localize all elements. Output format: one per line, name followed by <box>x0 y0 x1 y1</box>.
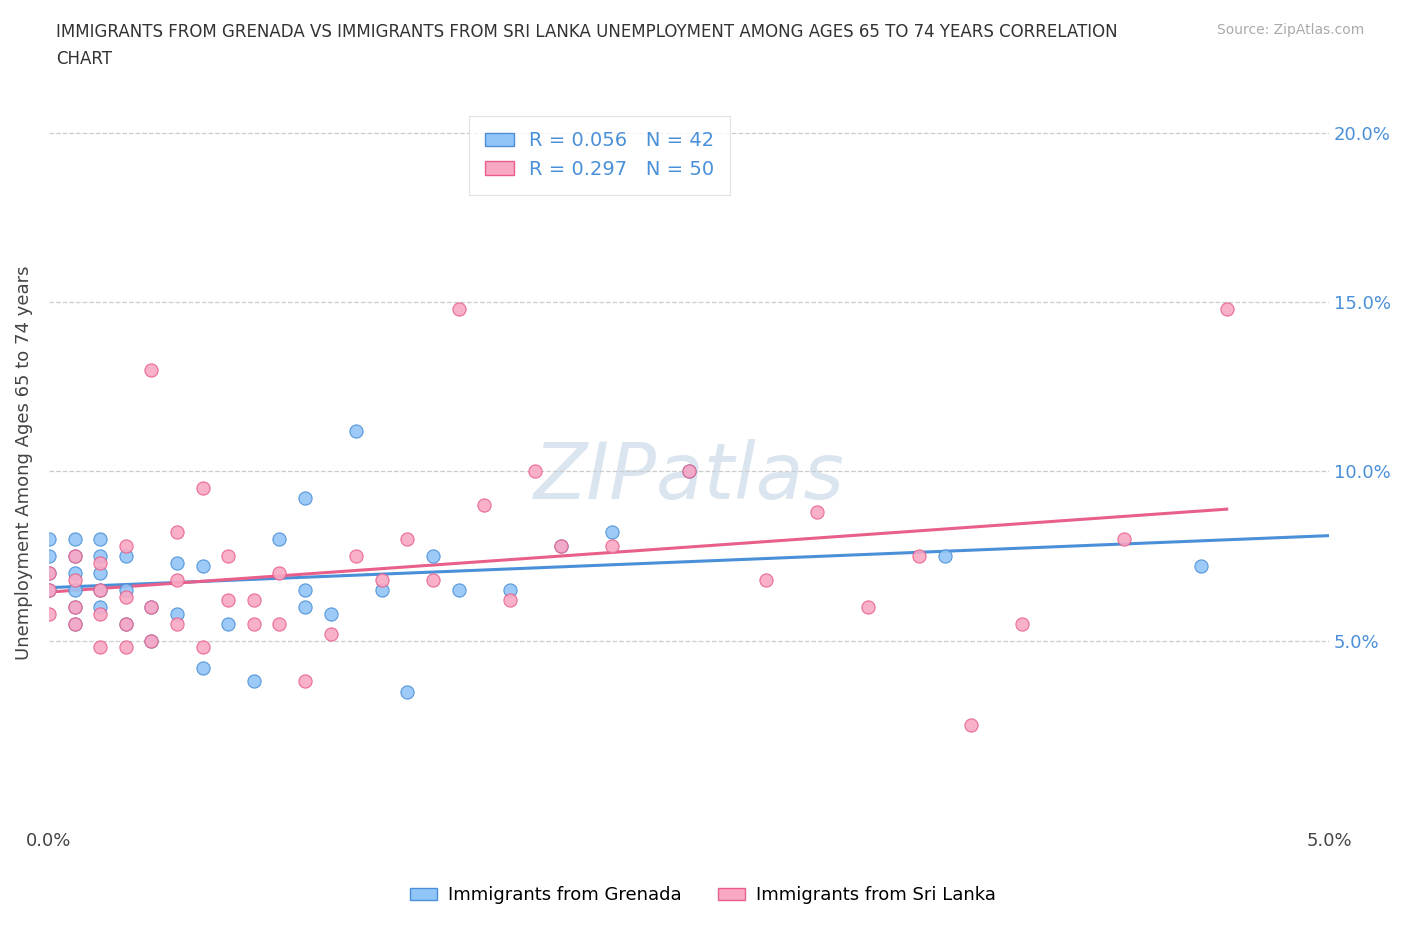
Point <box>166 525 188 539</box>
Point <box>344 423 367 438</box>
Point <box>600 538 623 553</box>
Point <box>243 617 266 631</box>
Point <box>63 617 86 631</box>
Point <box>550 538 572 553</box>
Point <box>191 481 214 496</box>
Point <box>191 660 214 675</box>
Point <box>422 572 444 587</box>
Point <box>114 617 136 631</box>
Point <box>217 617 239 631</box>
Point <box>499 582 522 597</box>
Point <box>499 592 522 607</box>
Point <box>755 572 778 587</box>
Text: Source: ZipAtlas.com: Source: ZipAtlas.com <box>1216 23 1364 37</box>
Point <box>114 549 136 564</box>
Point <box>396 532 419 547</box>
Text: ZIPatlas: ZIPatlas <box>534 440 845 515</box>
Point <box>89 555 111 570</box>
Point <box>63 565 86 580</box>
Point <box>38 606 60 621</box>
Text: IMMIGRANTS FROM GRENADA VS IMMIGRANTS FROM SRI LANKA UNEMPLOYMENT AMONG AGES 65 : IMMIGRANTS FROM GRENADA VS IMMIGRANTS FR… <box>56 23 1118 68</box>
Point <box>141 633 163 648</box>
Point <box>114 640 136 655</box>
Point <box>89 549 111 564</box>
Point <box>38 565 60 580</box>
Point <box>524 464 547 479</box>
Point <box>269 532 291 547</box>
Point <box>934 549 956 564</box>
Point <box>63 600 86 615</box>
Point <box>191 559 214 574</box>
Point <box>38 582 60 597</box>
Point <box>166 555 188 570</box>
Point <box>678 464 700 479</box>
Point <box>294 582 316 597</box>
Point <box>38 532 60 547</box>
Point <box>191 640 214 655</box>
Point <box>63 617 86 631</box>
Point <box>1011 617 1033 631</box>
Point <box>269 617 291 631</box>
Point <box>217 549 239 564</box>
Point <box>38 549 60 564</box>
Point <box>114 617 136 631</box>
Point <box>447 301 470 316</box>
Point <box>89 582 111 597</box>
Point <box>166 572 188 587</box>
Point <box>678 464 700 479</box>
Point <box>141 600 163 615</box>
Point <box>269 565 291 580</box>
Point <box>396 684 419 699</box>
Point <box>294 674 316 689</box>
Point <box>166 606 188 621</box>
Point <box>141 600 163 615</box>
Point <box>1215 301 1237 316</box>
Point <box>89 532 111 547</box>
Point <box>89 606 111 621</box>
Point <box>89 600 111 615</box>
Point <box>114 582 136 597</box>
Point <box>294 600 316 615</box>
Point <box>63 582 86 597</box>
Point <box>447 582 470 597</box>
Point <box>63 532 86 547</box>
Point <box>959 718 981 733</box>
Legend: Immigrants from Grenada, Immigrants from Sri Lanka: Immigrants from Grenada, Immigrants from… <box>404 879 1002 911</box>
Point <box>371 582 394 597</box>
Point <box>63 572 86 587</box>
Point <box>63 549 86 564</box>
Point <box>89 640 111 655</box>
Point <box>89 565 111 580</box>
Point <box>371 572 394 587</box>
Point <box>217 592 239 607</box>
Point <box>344 549 367 564</box>
Point <box>243 674 266 689</box>
Point <box>114 590 136 604</box>
Point <box>908 549 931 564</box>
Point <box>1114 532 1136 547</box>
Point <box>38 582 60 597</box>
Point <box>114 538 136 553</box>
Point <box>89 582 111 597</box>
Point <box>858 600 880 615</box>
Point <box>1189 559 1212 574</box>
Point <box>422 549 444 564</box>
Point <box>141 633 163 648</box>
Legend: R = 0.056   N = 42, R = 0.297   N = 50: R = 0.056 N = 42, R = 0.297 N = 50 <box>470 115 730 194</box>
Point <box>550 538 572 553</box>
Point <box>294 491 316 506</box>
Point <box>166 617 188 631</box>
Point <box>243 592 266 607</box>
Point <box>600 525 623 539</box>
Point <box>806 505 828 520</box>
Point <box>319 606 342 621</box>
Point <box>319 627 342 642</box>
Point <box>38 565 60 580</box>
Point <box>63 600 86 615</box>
Point <box>472 498 495 512</box>
Point <box>141 363 163 378</box>
Point <box>63 549 86 564</box>
Y-axis label: Unemployment Among Ages 65 to 74 years: Unemployment Among Ages 65 to 74 years <box>15 266 32 660</box>
